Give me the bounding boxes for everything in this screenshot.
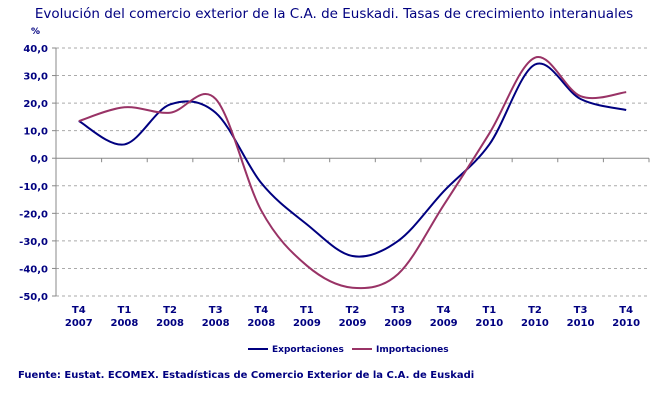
y-tick-label: 30,0 (23, 72, 48, 83)
x-tick-label: T2 (163, 305, 177, 316)
x-tick-label-year: 2010 (612, 318, 640, 329)
series-line-exportaciones (78, 62, 627, 258)
x-tick-label-year: 2007 (65, 318, 93, 329)
y-tick-label: 10,0 (23, 127, 48, 138)
x-tick-label: T1 (300, 305, 314, 316)
x-tick-label-year: 2010 (475, 318, 503, 329)
x-tick-label-year: 2010 (521, 318, 549, 329)
y-tick-label: -50,0 (19, 292, 48, 303)
x-tick-label: T2 (528, 305, 542, 316)
chart-title: Evolución del comercio exterior de la C.… (34, 6, 634, 22)
x-tick-label: T2 (346, 305, 360, 316)
y-axis-unit: % (31, 27, 41, 37)
x-tick-label: T1 (118, 305, 132, 316)
x-tick-label: T3 (574, 305, 588, 316)
x-tick-label: T3 (209, 305, 223, 316)
y-tick-label: 40,0 (23, 44, 48, 55)
legend-label: Exportaciones (272, 345, 344, 355)
legend-label: Importaciones (376, 345, 449, 355)
x-tick-label-year: 2009 (430, 318, 458, 329)
y-tick-label: 0,0 (30, 154, 48, 165)
x-tick-label-year: 2009 (339, 318, 367, 329)
x-tick-label-year: 2009 (384, 318, 412, 329)
x-tick-label: T4 (437, 305, 451, 316)
x-tick-label: T3 (391, 305, 405, 316)
y-tick-label: -40,0 (19, 264, 48, 275)
line-chart: 40,0 30,0 20,0 10,0 0,0 -10,0 -20,0 -30,0 -40,0 -… (19, 44, 650, 355)
x-tick-label-year: 2009 (293, 318, 321, 329)
x-tick-label-year: 2008 (202, 318, 230, 329)
x-tick-label-year: 2008 (111, 318, 139, 329)
y-tick-label: -30,0 (19, 237, 48, 248)
series-line-importaciones (78, 56, 627, 290)
y-tick-label: -20,0 (19, 209, 48, 220)
x-tick-label: T1 (482, 305, 496, 316)
x-tick-label-year: 2010 (567, 318, 595, 329)
y-tick-label: 20,0 (23, 99, 48, 110)
x-tick-label: T4 (619, 305, 633, 316)
x-tick-label-year: 2008 (156, 318, 184, 329)
x-tick-label-year: 2008 (247, 318, 275, 329)
x-tick-label: T4 (72, 305, 86, 316)
x-tick-label: T4 (254, 305, 268, 316)
y-tick-label: -10,0 (19, 182, 48, 193)
source-note: Fuente: Eustat. ECOMEX. Estadísticas de … (18, 370, 475, 381)
